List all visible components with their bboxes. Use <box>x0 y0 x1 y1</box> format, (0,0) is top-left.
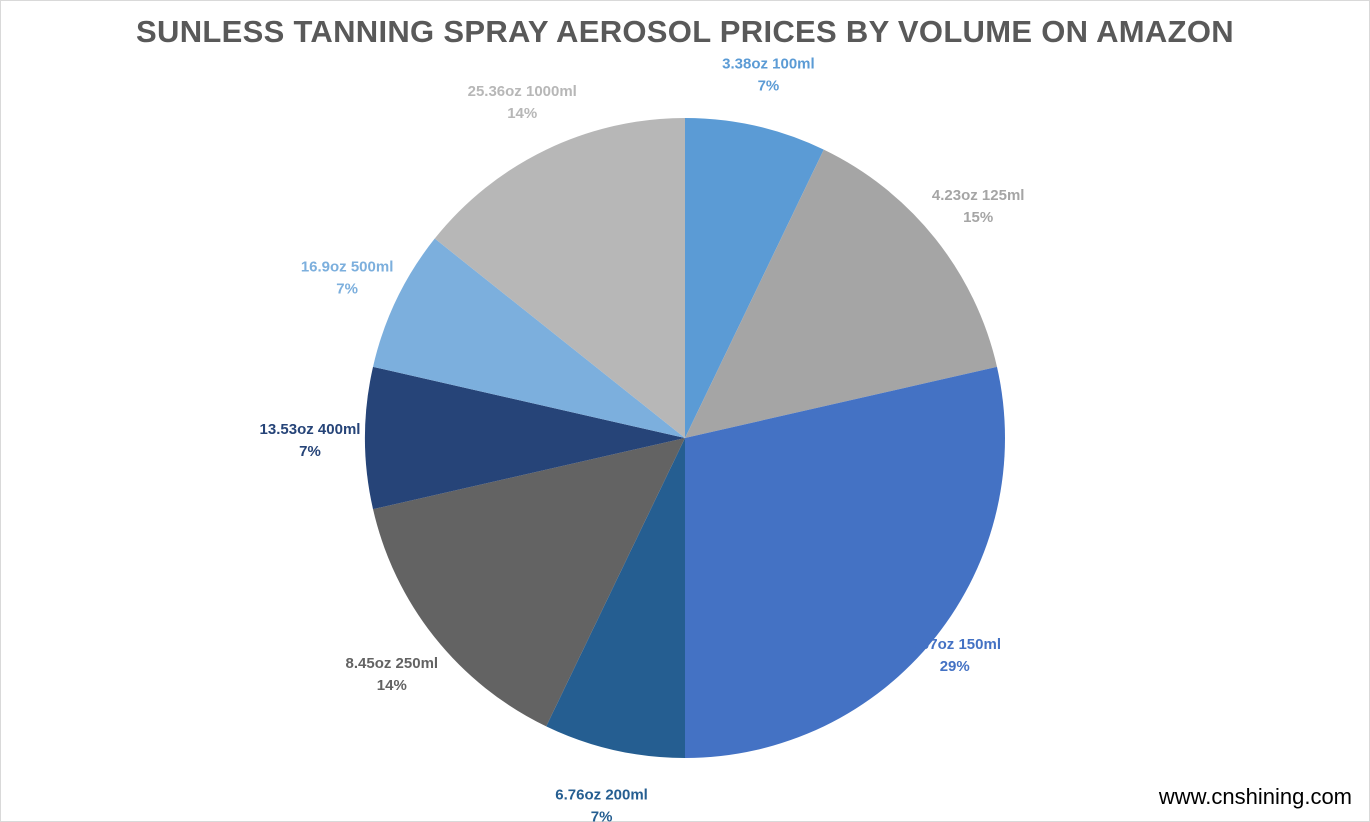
pie-slice-2 <box>685 366 1005 758</box>
pie-slice-5 <box>364 366 685 510</box>
slice-category-label-6: 16.9oz 500ml <box>301 258 394 275</box>
slice-category-label-4: 8.45oz 250ml <box>346 655 439 672</box>
slice-category-label-3: 6.76oz 200ml <box>555 787 648 804</box>
pie-slice-3 <box>546 438 685 758</box>
pie-slice-1 <box>685 149 997 438</box>
slice-percent-label-0: 7% <box>758 77 780 94</box>
slice-percent-label-2: 29% <box>940 658 970 675</box>
pie-slice-0 <box>685 118 824 438</box>
slice-label-3: 6.76oz 200ml 7% <box>555 787 648 822</box>
slice-percent-label-6: 7% <box>336 280 358 297</box>
slice-category-label-7: 25.36oz 1000ml <box>468 83 577 100</box>
slice-percent-label-5: 7% <box>299 443 321 460</box>
slice-label-0: 3.38oz 100ml 7% <box>722 55 815 94</box>
slice-label-6: 16.9oz 500ml 7% <box>301 258 394 297</box>
slice-category-label-0: 3.38oz 100ml <box>722 55 815 72</box>
watermark: www.cnshining.com <box>1158 784 1352 809</box>
slice-percent-label-3: 7% <box>591 809 613 822</box>
slice-label-5: 13.53oz 400ml 7% <box>260 421 361 460</box>
slice-label-2: 5.07oz 150ml 29% <box>908 636 1001 675</box>
slice-category-label-2: 5.07oz 150ml <box>908 636 1001 653</box>
pie-slice-6 <box>373 238 685 438</box>
slice-percent-label-7: 14% <box>507 105 537 122</box>
pie-slice-4 <box>373 438 685 727</box>
slice-label-1: 4.23oz 125ml 15% <box>932 187 1025 226</box>
slice-category-label-5: 13.53oz 400ml <box>260 421 361 438</box>
slice-category-label-1: 4.23oz 125ml <box>932 187 1025 204</box>
pie-slice-7 <box>434 117 685 439</box>
chart-title: SUNLESS TANNING SPRAY AEROSOL PRICES BY … <box>136 14 1234 49</box>
slice-percent-label-1: 15% <box>963 209 993 226</box>
slice-label-7: 25.36oz 1000ml 14% <box>468 83 577 122</box>
slice-percent-label-4: 14% <box>377 677 407 694</box>
slice-label-4: 8.45oz 250ml 14% <box>346 655 439 694</box>
